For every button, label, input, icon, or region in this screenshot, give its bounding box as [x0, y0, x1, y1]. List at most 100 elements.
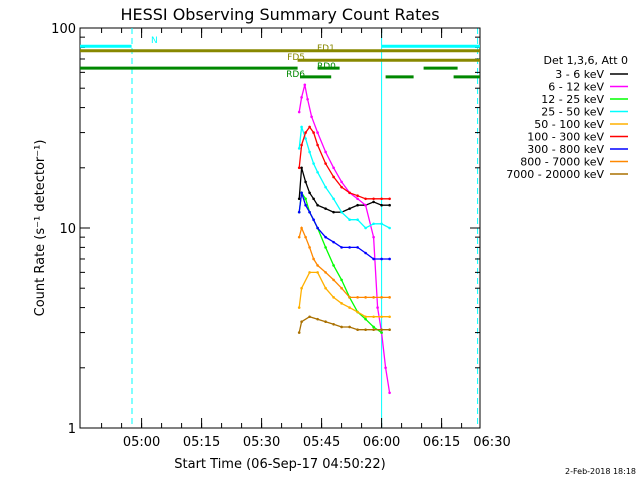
legend-header: Det 1,3,6, Att 0 — [544, 54, 628, 67]
series-point — [300, 96, 303, 99]
series-point — [380, 203, 383, 207]
series-point — [324, 246, 327, 249]
series-point — [316, 317, 319, 321]
series-point — [297, 147, 301, 150]
series-point — [348, 306, 351, 309]
series-point — [340, 246, 343, 249]
series-point — [324, 207, 327, 210]
legend-entry-label: 3 - 6 keV — [555, 68, 604, 81]
series-point — [356, 296, 359, 299]
legend-entry-label: 7000 - 20000 keV — [506, 168, 604, 181]
series-point — [303, 83, 307, 87]
series-line — [298, 126, 390, 229]
series-point — [316, 271, 319, 274]
y-axis: 1 10 100 — [51, 22, 480, 437]
series-point — [356, 310, 359, 314]
series-point — [348, 218, 351, 222]
x-tick-label: 06:00 — [363, 435, 400, 450]
y-axis-label: Count Rate (s⁻¹ detector⁻¹) — [33, 140, 48, 317]
series-point — [308, 125, 311, 129]
series-point — [380, 331, 383, 334]
series-point — [304, 180, 307, 184]
series-point — [308, 271, 311, 274]
x-axis: 05:00 05:15 05:30 05:45 06:00 06:15 06:30 — [101, 28, 511, 450]
series-point — [364, 328, 367, 332]
series-point — [348, 325, 351, 329]
legend-entry-label: 12 - 25 keV — [541, 93, 604, 106]
series-point — [388, 328, 391, 332]
x-tick-label: 05:00 — [123, 435, 160, 450]
plot-area — [79, 27, 481, 429]
series-point — [388, 197, 391, 201]
status-bar-label: FD5 — [287, 53, 305, 63]
series-point — [372, 197, 375, 201]
series-point — [340, 278, 343, 282]
series-point — [312, 131, 315, 134]
series-point — [380, 257, 383, 261]
x-tick-label: 06:30 — [473, 435, 510, 450]
series-point — [316, 226, 319, 230]
series-point — [348, 207, 351, 210]
series-point — [312, 257, 315, 261]
series-point — [297, 166, 301, 170]
series-point — [332, 175, 335, 179]
x-axis-label: Start Time (06-Sep-17 04:50:22) — [174, 457, 385, 472]
series-point — [324, 162, 327, 165]
series-point — [380, 197, 383, 201]
series-point — [380, 328, 383, 332]
series-point — [304, 235, 307, 239]
series-point — [316, 131, 319, 134]
series-point — [364, 203, 367, 207]
series-point — [356, 328, 359, 332]
series-point — [332, 322, 335, 326]
series-point — [372, 315, 375, 319]
x-tick-label: 06:15 — [423, 435, 460, 450]
series-point — [332, 210, 335, 214]
series-point — [364, 315, 367, 319]
series-point — [376, 306, 379, 309]
series-point — [332, 240, 335, 244]
status-bar-label: RD6 — [286, 70, 305, 80]
legend-entry-label: 50 - 100 keV — [534, 118, 604, 131]
series-point — [384, 366, 387, 370]
series-point — [300, 125, 303, 129]
series-point — [300, 226, 303, 230]
series-point — [300, 320, 303, 324]
x-tick-label: 05:45 — [303, 435, 340, 450]
legend-entry-label: 300 - 800 keV — [527, 143, 604, 156]
series-point — [340, 180, 343, 184]
series-point — [304, 131, 307, 134]
x-tick-label: 05:30 — [243, 435, 280, 450]
plot-frame — [79, 27, 481, 429]
series-point — [308, 315, 311, 319]
series-line — [298, 315, 390, 333]
date-stamp: 2-Feb-2018 18:18 — [565, 467, 636, 476]
series-point — [324, 235, 327, 239]
series-point — [332, 278, 335, 282]
series-point — [300, 286, 303, 290]
series-point — [372, 296, 375, 299]
series-point — [297, 331, 301, 334]
y-tick-label: 1 — [68, 422, 76, 437]
series-point — [300, 166, 303, 170]
series-point — [324, 150, 327, 154]
series-point — [348, 246, 351, 249]
series-point — [324, 185, 327, 189]
series-point — [388, 391, 391, 395]
legend-entry-label: 6 - 12 keV — [548, 81, 604, 94]
series-point — [340, 286, 343, 290]
series-point — [388, 203, 391, 207]
series-point — [340, 302, 343, 305]
series-point — [340, 210, 343, 214]
series-point — [308, 246, 311, 249]
status-bar-label: FD1 — [317, 44, 335, 54]
series-point — [388, 257, 391, 261]
status-bars: N FD1 FD5 RD0 RD6 — [80, 36, 480, 80]
series-point — [356, 246, 359, 249]
series-point — [348, 191, 351, 195]
series-point — [316, 143, 319, 147]
series-point — [364, 226, 367, 230]
series-point — [304, 197, 307, 201]
